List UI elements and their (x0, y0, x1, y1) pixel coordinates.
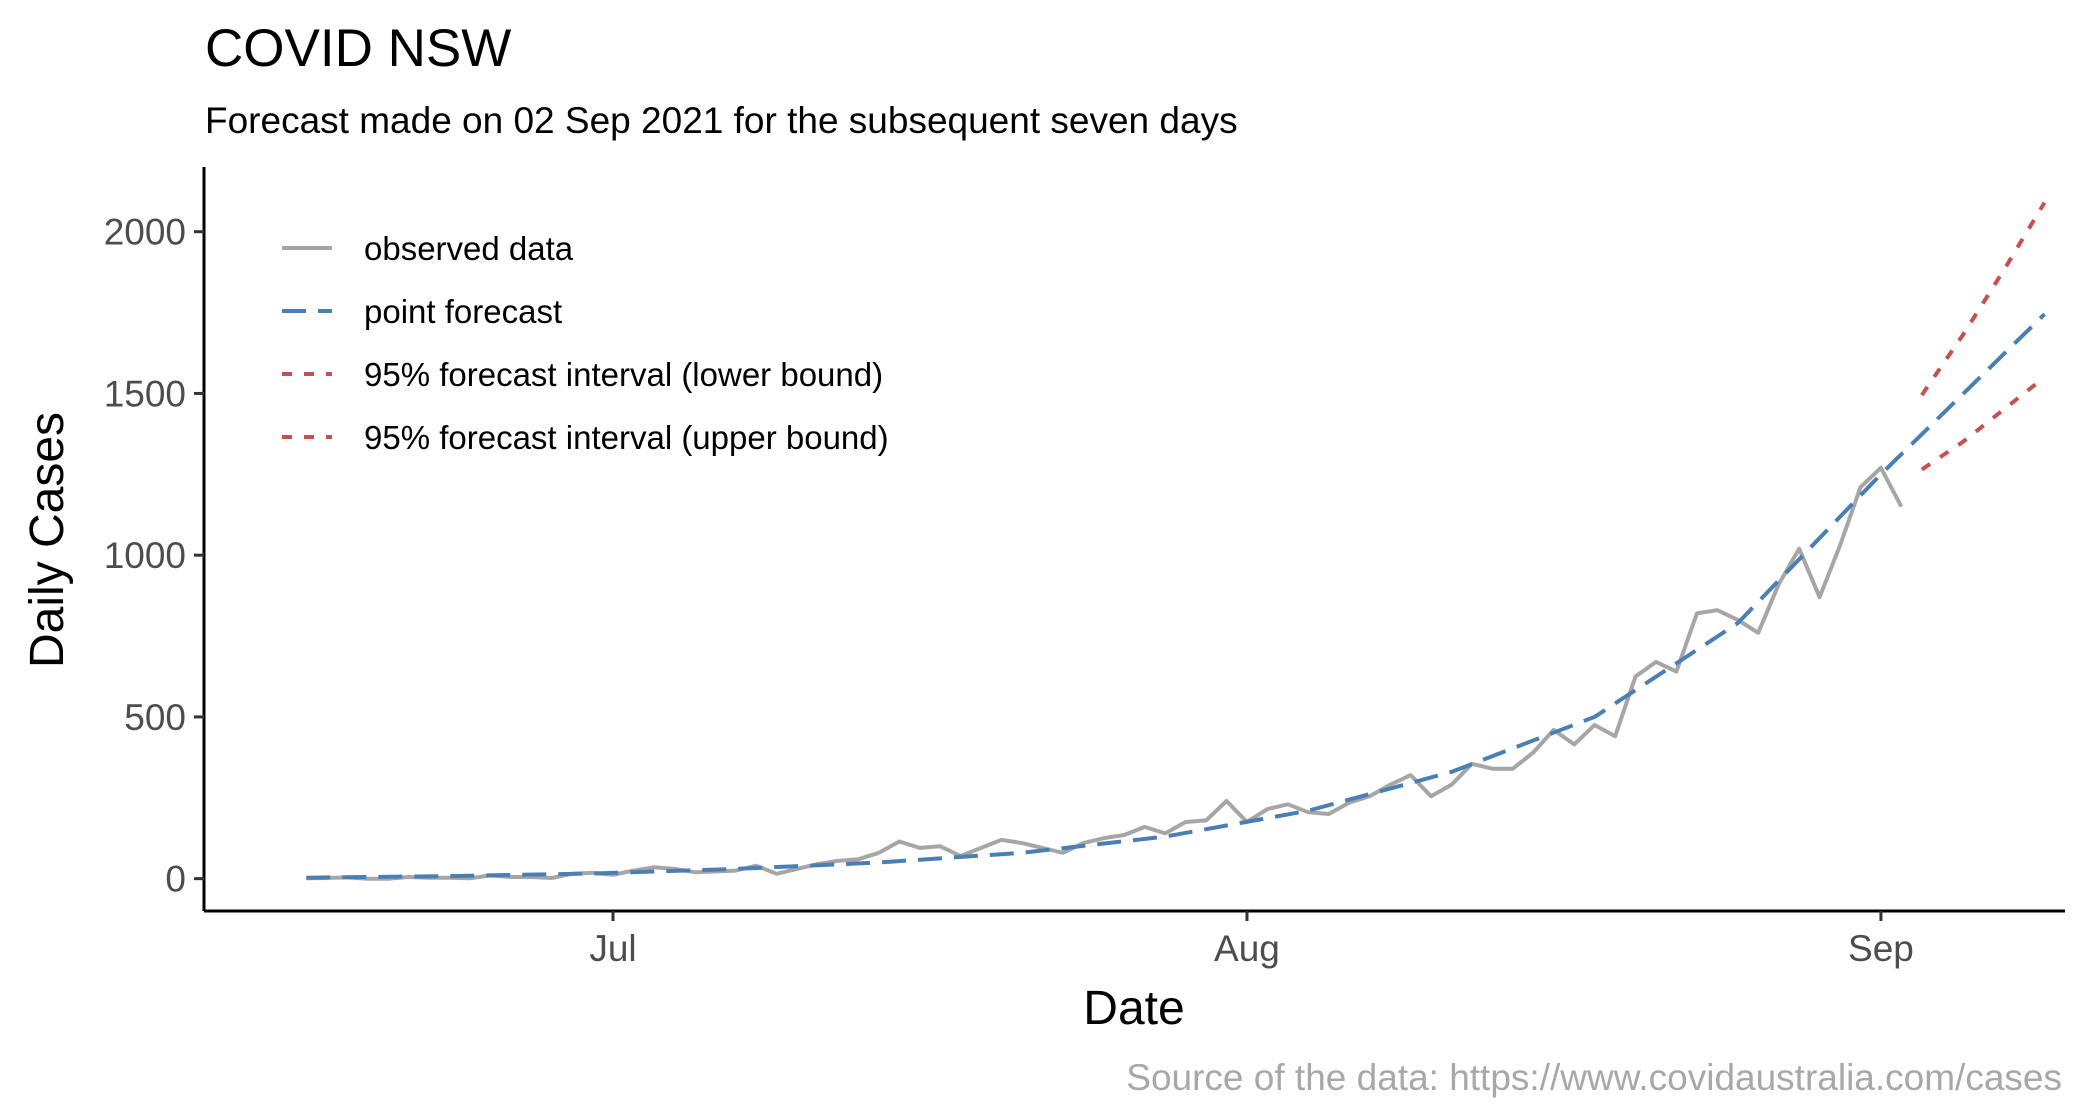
x-axis-title: Date (1083, 982, 1184, 1035)
axes: 0 500 1000 1500 2000 Jul Aug Sep (104, 167, 2065, 969)
y-tick-label: 1500 (104, 373, 186, 414)
legend-label: 95% forecast interval (lower bound) (364, 356, 883, 393)
legend: observed data point forecast 95% forecast … (282, 230, 889, 456)
chart-title: COVID NSW (205, 19, 511, 78)
x-tick-label: Jul (589, 928, 636, 969)
y-tick-label: 1000 (104, 535, 186, 576)
y-axis-title: Daily Cases (21, 412, 74, 668)
legend-label: 95% forecast interval (upper bound) (364, 419, 889, 456)
x-tick-label: Aug (1214, 928, 1280, 969)
source-caption: Source of the data: https://www.covidaus… (1126, 1057, 2062, 1098)
y-tick-label: 0 (165, 859, 186, 900)
legend-item: point forecast (282, 293, 562, 330)
series-line-point-forecast (306, 312, 2046, 880)
legend-item: 95% forecast interval (lower bound) (282, 356, 883, 393)
y-tick-label: 2000 (104, 212, 186, 253)
legend-label: point forecast (364, 293, 562, 330)
plot-lines (306, 201, 2047, 881)
chart-subtitle: Forecast made on 02 Sep 2021 for the sub… (205, 100, 1238, 141)
series-line-95-forecast-interval-upper-bound (1920, 201, 2047, 397)
x-tick-label: Sep (1848, 928, 1914, 969)
y-tick-label: 500 (124, 697, 186, 738)
legend-label: observed data (364, 230, 574, 267)
legend-item: observed data (282, 230, 574, 267)
legend-item: 95% forecast interval (upper bound) (282, 419, 889, 456)
series-line-95-forecast-interval-lower-bound (1920, 375, 2046, 472)
